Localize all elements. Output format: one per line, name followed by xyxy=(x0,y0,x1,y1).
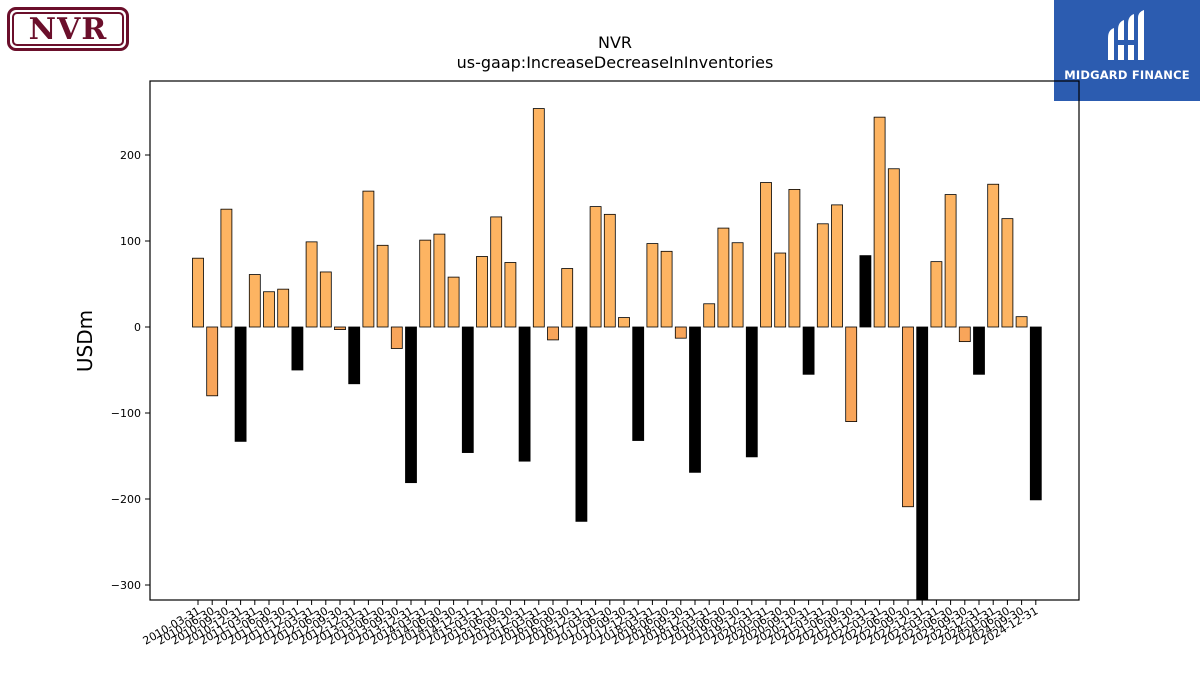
chart-title: NVR xyxy=(598,33,632,52)
bar-2018-06-30 xyxy=(660,250,673,328)
y-tick-label: 200 xyxy=(120,149,141,162)
bar-2013-09-30 xyxy=(390,326,403,349)
bar-2019-12-31 xyxy=(745,326,758,458)
y-axis: −300 −200 −100 0 100 200 xyxy=(111,149,150,592)
bar-2021-03-31 xyxy=(816,223,829,328)
bar-2021-09-30 xyxy=(845,326,858,422)
midgard-emblem-icon xyxy=(1108,10,1144,60)
bar-2014-12-31 xyxy=(461,326,474,453)
nvr-logo: NVR xyxy=(7,7,129,51)
bar-2013-06-30 xyxy=(376,244,389,328)
bar-2015-06-30 xyxy=(490,216,503,328)
y-tick-label: −200 xyxy=(111,493,141,506)
plot-frame xyxy=(149,80,1080,601)
bar-2012-12-31 xyxy=(348,326,361,385)
bar-2013-03-31 xyxy=(362,190,375,328)
bar-2018-12-31 xyxy=(689,326,701,473)
bar-2018-09-30 xyxy=(674,326,687,339)
bar-2022-03-31 xyxy=(873,116,886,328)
bar-2024-03-31 xyxy=(987,183,1000,328)
bar-2022-06-30 xyxy=(887,168,900,328)
bar-2019-09-30 xyxy=(731,242,744,328)
x-axis: 2010-03-312010-06-302010-09-302010-12-31… xyxy=(141,600,1040,648)
bar-2014-09-30 xyxy=(447,276,460,328)
nvr-logo-text: NVR xyxy=(12,12,124,47)
bar-2017-12-31 xyxy=(632,326,645,441)
bar-2012-03-31 xyxy=(305,241,318,328)
bar-2021-12-31 xyxy=(859,255,872,328)
bar-2022-12-31 xyxy=(916,326,929,601)
bar-2014-03-31 xyxy=(419,239,432,328)
bar-2016-09-30 xyxy=(561,268,574,328)
bar-series xyxy=(192,108,1042,601)
bar-2010-03-31 xyxy=(192,257,204,328)
y-tick-label: 0 xyxy=(134,321,141,334)
bar-2023-03-31 xyxy=(930,261,943,328)
bar-2017-09-30 xyxy=(618,317,630,328)
bar-2013-12-31 xyxy=(405,326,417,484)
bar-2016-06-30 xyxy=(547,326,559,341)
bar-2017-06-30 xyxy=(603,213,616,328)
bar-2016-12-31 xyxy=(575,326,588,522)
bar-2020-03-31 xyxy=(760,182,772,328)
bar-2020-06-30 xyxy=(774,252,787,328)
bar-2018-03-31 xyxy=(646,243,659,328)
bar-2010-09-30 xyxy=(220,208,233,328)
bar-2011-12-31 xyxy=(291,326,304,371)
bar-2020-12-31 xyxy=(802,326,815,375)
bar-2024-12-31 xyxy=(1029,326,1042,501)
bar-2015-09-30 xyxy=(504,262,517,328)
midgard-finance-label: MIDGARD FINANCE xyxy=(1064,68,1190,82)
bar-2021-06-30 xyxy=(831,204,843,328)
bar-2015-03-31 xyxy=(476,256,488,328)
bar-2017-03-31 xyxy=(589,206,602,328)
bar-2023-12-31 xyxy=(973,326,985,375)
bar-2019-03-31 xyxy=(703,303,716,328)
y-tick-label: −100 xyxy=(111,407,141,420)
bar-2011-06-30 xyxy=(263,291,275,328)
bar-2010-12-31 xyxy=(234,326,247,442)
bar-2015-12-31 xyxy=(518,326,531,462)
bar-2016-03-31 xyxy=(532,108,545,328)
bar-2010-06-30 xyxy=(206,326,219,397)
bar-2012-06-30 xyxy=(319,271,332,328)
y-tick-label: 100 xyxy=(120,235,141,248)
bar-2020-09-30 xyxy=(788,188,801,328)
bar-2024-06-30 xyxy=(1001,218,1014,328)
bar-2012-09-30 xyxy=(334,326,346,330)
bar-2011-09-30 xyxy=(277,288,290,328)
bar-2023-09-30 xyxy=(958,326,971,343)
midgard-finance-logo: MIDGARD FINANCE xyxy=(1054,0,1200,101)
bar-2014-06-30 xyxy=(433,233,446,328)
bar-2011-03-31 xyxy=(248,274,261,328)
bar-2022-09-30 xyxy=(902,326,914,508)
bar-2019-06-30 xyxy=(717,227,730,328)
y-axis-label: USDm xyxy=(73,310,97,372)
chart-subtitle: us-gaap:IncreaseDecreaseInInventories xyxy=(457,53,774,72)
y-tick-label: −300 xyxy=(111,579,141,592)
bar-2023-06-30 xyxy=(944,194,957,328)
bar-2024-09-30 xyxy=(1015,316,1028,328)
